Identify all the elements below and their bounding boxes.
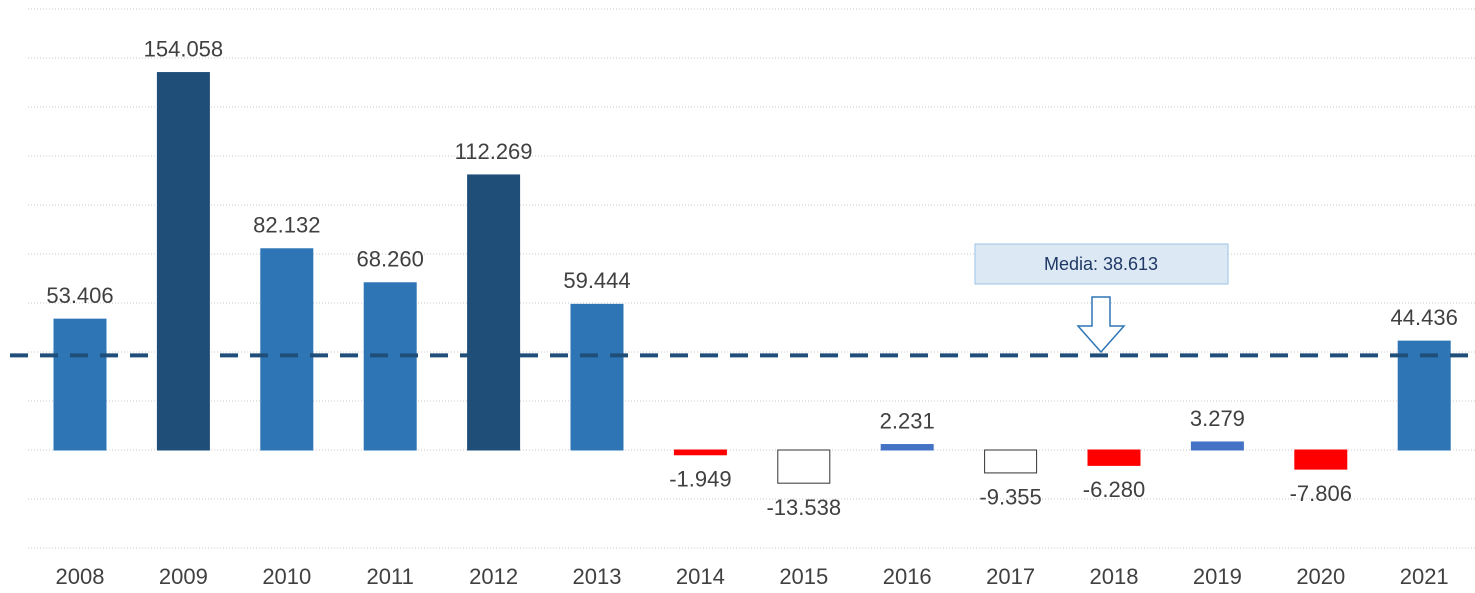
annotation-text: Media: 38.613 xyxy=(1044,254,1158,274)
bar xyxy=(1397,340,1451,451)
value-label: 53.406 xyxy=(46,283,113,308)
annotation-box xyxy=(974,243,1229,285)
bar xyxy=(984,449,1038,474)
value-label: 112.269 xyxy=(455,139,533,164)
grid xyxy=(28,8,1475,549)
x-tick-label: 2017 xyxy=(986,564,1035,589)
value-label: -9.355 xyxy=(979,485,1041,510)
bar xyxy=(467,174,521,451)
bar xyxy=(570,303,624,451)
value-label: 59.444 xyxy=(563,268,630,293)
value-label: 2.231 xyxy=(880,408,935,433)
value-label: -6.280 xyxy=(1083,477,1145,502)
bar xyxy=(673,449,727,456)
annotation-arrow xyxy=(1076,296,1126,354)
value-label: 82.132 xyxy=(253,213,320,238)
x-tick-label: 2009 xyxy=(159,564,208,589)
bar xyxy=(1294,449,1348,470)
x-tick-label: 2018 xyxy=(1090,564,1139,589)
x-tick-label: 2008 xyxy=(56,564,105,589)
x-tick-label: 2015 xyxy=(779,564,828,589)
bar xyxy=(53,318,107,451)
value-label: 3.279 xyxy=(1190,406,1245,431)
x-tick-label: 2010 xyxy=(262,564,311,589)
x-tick-label: 2016 xyxy=(883,564,932,589)
x-tick-label: 2019 xyxy=(1193,564,1242,589)
x-tick-label: 2013 xyxy=(573,564,622,589)
bar xyxy=(777,449,831,484)
value-label: 44.436 xyxy=(1391,305,1458,330)
x-tick-label: 2020 xyxy=(1296,564,1345,589)
x-tick-label: 2014 xyxy=(676,564,725,589)
value-label: -7.806 xyxy=(1290,481,1352,506)
bar xyxy=(880,444,934,451)
bar xyxy=(363,282,417,451)
bars xyxy=(53,72,1451,484)
value-label: -1.949 xyxy=(669,467,731,492)
x-tick-label: 2011 xyxy=(367,564,414,589)
bar xyxy=(1087,449,1141,466)
x-tick-label: 2021 xyxy=(1400,564,1449,589)
bar xyxy=(156,72,210,451)
value-label: 154.058 xyxy=(144,36,224,61)
bar xyxy=(1190,441,1244,451)
value-label: -13.538 xyxy=(766,495,841,520)
bar xyxy=(260,248,314,451)
x-tick-label: 2012 xyxy=(469,564,518,589)
value-label: 68.260 xyxy=(357,247,424,272)
